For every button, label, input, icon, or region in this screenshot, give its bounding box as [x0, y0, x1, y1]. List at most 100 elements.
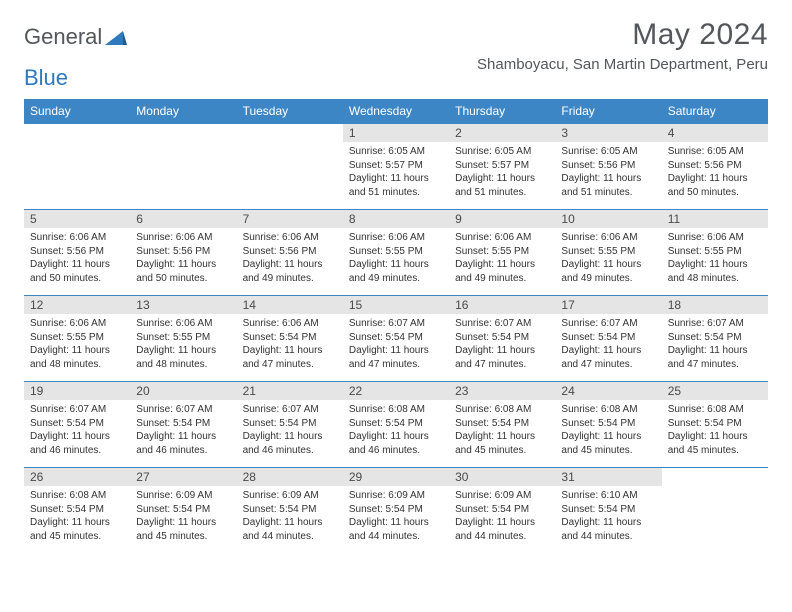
day-number: 15 — [343, 296, 449, 314]
day-number: 22 — [343, 382, 449, 400]
calendar-cell: 29Sunrise: 6:09 AMSunset: 5:54 PMDayligh… — [343, 468, 449, 554]
calendar-cell: 10Sunrise: 6:06 AMSunset: 5:55 PMDayligh… — [555, 210, 661, 296]
day-details: Sunrise: 6:09 AMSunset: 5:54 PMDaylight:… — [130, 486, 236, 547]
calendar-cell: 27Sunrise: 6:09 AMSunset: 5:54 PMDayligh… — [130, 468, 236, 554]
location-text: Shamboyacu, San Martin Department, Peru — [477, 56, 768, 73]
day-details: Sunrise: 6:08 AMSunset: 5:54 PMDaylight:… — [343, 400, 449, 461]
day-number: 2 — [449, 124, 555, 142]
day-number: 30 — [449, 468, 555, 486]
calendar-week-row: 26Sunrise: 6:08 AMSunset: 5:54 PMDayligh… — [24, 468, 768, 554]
calendar-cell: 13Sunrise: 6:06 AMSunset: 5:55 PMDayligh… — [130, 296, 236, 382]
day-number: 10 — [555, 210, 661, 228]
calendar-cell: 7Sunrise: 6:06 AMSunset: 5:56 PMDaylight… — [237, 210, 343, 296]
weekday-header: Saturday — [662, 99, 768, 124]
day-number: 8 — [343, 210, 449, 228]
day-number: 28 — [237, 468, 343, 486]
day-details: Sunrise: 6:06 AMSunset: 5:55 PMDaylight:… — [24, 314, 130, 375]
day-number: 11 — [662, 210, 768, 228]
day-number: 3 — [555, 124, 661, 142]
day-number: 16 — [449, 296, 555, 314]
day-details: Sunrise: 6:08 AMSunset: 5:54 PMDaylight:… — [662, 400, 768, 461]
calendar-cell — [662, 468, 768, 554]
day-details: Sunrise: 6:06 AMSunset: 5:55 PMDaylight:… — [343, 228, 449, 289]
day-number: 19 — [24, 382, 130, 400]
day-number: 4 — [662, 124, 768, 142]
day-details: Sunrise: 6:06 AMSunset: 5:55 PMDaylight:… — [662, 228, 768, 289]
calendar-cell: 1Sunrise: 6:05 AMSunset: 5:57 PMDaylight… — [343, 124, 449, 210]
day-number: 27 — [130, 468, 236, 486]
calendar-cell: 8Sunrise: 6:06 AMSunset: 5:55 PMDaylight… — [343, 210, 449, 296]
day-details: Sunrise: 6:06 AMSunset: 5:56 PMDaylight:… — [130, 228, 236, 289]
weekday-header: Wednesday — [343, 99, 449, 124]
day-details: Sunrise: 6:06 AMSunset: 5:54 PMDaylight:… — [237, 314, 343, 375]
day-details: Sunrise: 6:08 AMSunset: 5:54 PMDaylight:… — [24, 486, 130, 547]
calendar-cell — [130, 124, 236, 210]
weekday-header: Tuesday — [237, 99, 343, 124]
day-details: Sunrise: 6:09 AMSunset: 5:54 PMDaylight:… — [237, 486, 343, 547]
weekday-header: Sunday — [24, 99, 130, 124]
calendar-cell: 30Sunrise: 6:09 AMSunset: 5:54 PMDayligh… — [449, 468, 555, 554]
day-details: Sunrise: 6:07 AMSunset: 5:54 PMDaylight:… — [130, 400, 236, 461]
day-details: Sunrise: 6:05 AMSunset: 5:56 PMDaylight:… — [662, 142, 768, 203]
day-number: 29 — [343, 468, 449, 486]
calendar-cell: 23Sunrise: 6:08 AMSunset: 5:54 PMDayligh… — [449, 382, 555, 468]
day-number: 7 — [237, 210, 343, 228]
day-number: 14 — [237, 296, 343, 314]
calendar-cell: 31Sunrise: 6:10 AMSunset: 5:54 PMDayligh… — [555, 468, 661, 554]
calendar-cell: 3Sunrise: 6:05 AMSunset: 5:56 PMDaylight… — [555, 124, 661, 210]
day-number: 20 — [130, 382, 236, 400]
day-details: Sunrise: 6:07 AMSunset: 5:54 PMDaylight:… — [237, 400, 343, 461]
calendar-cell: 5Sunrise: 6:06 AMSunset: 5:56 PMDaylight… — [24, 210, 130, 296]
day-details: Sunrise: 6:09 AMSunset: 5:54 PMDaylight:… — [449, 486, 555, 547]
calendar-week-row: 5Sunrise: 6:06 AMSunset: 5:56 PMDaylight… — [24, 210, 768, 296]
day-number: 17 — [555, 296, 661, 314]
day-number: 31 — [555, 468, 661, 486]
day-details: Sunrise: 6:06 AMSunset: 5:55 PMDaylight:… — [449, 228, 555, 289]
day-details: Sunrise: 6:09 AMSunset: 5:54 PMDaylight:… — [343, 486, 449, 547]
calendar-cell: 22Sunrise: 6:08 AMSunset: 5:54 PMDayligh… — [343, 382, 449, 468]
calendar-cell: 20Sunrise: 6:07 AMSunset: 5:54 PMDayligh… — [130, 382, 236, 468]
month-title: May 2024 — [477, 18, 768, 52]
calendar-cell: 25Sunrise: 6:08 AMSunset: 5:54 PMDayligh… — [662, 382, 768, 468]
calendar-cell: 26Sunrise: 6:08 AMSunset: 5:54 PMDayligh… — [24, 468, 130, 554]
calendar-cell: 18Sunrise: 6:07 AMSunset: 5:54 PMDayligh… — [662, 296, 768, 382]
calendar-week-row: 12Sunrise: 6:06 AMSunset: 5:55 PMDayligh… — [24, 296, 768, 382]
calendar-cell: 9Sunrise: 6:06 AMSunset: 5:55 PMDaylight… — [449, 210, 555, 296]
day-number: 24 — [555, 382, 661, 400]
calendar-cell: 24Sunrise: 6:08 AMSunset: 5:54 PMDayligh… — [555, 382, 661, 468]
weekday-header: Monday — [130, 99, 236, 124]
calendar-table: SundayMondayTuesdayWednesdayThursdayFrid… — [24, 99, 768, 554]
day-number: 25 — [662, 382, 768, 400]
day-details: Sunrise: 6:06 AMSunset: 5:55 PMDaylight:… — [130, 314, 236, 375]
calendar-cell: 4Sunrise: 6:05 AMSunset: 5:56 PMDaylight… — [662, 124, 768, 210]
day-details: Sunrise: 6:10 AMSunset: 5:54 PMDaylight:… — [555, 486, 661, 547]
calendar-cell: 19Sunrise: 6:07 AMSunset: 5:54 PMDayligh… — [24, 382, 130, 468]
day-number: 9 — [449, 210, 555, 228]
day-number: 6 — [130, 210, 236, 228]
day-details: Sunrise: 6:05 AMSunset: 5:56 PMDaylight:… — [555, 142, 661, 203]
calendar-week-row: 19Sunrise: 6:07 AMSunset: 5:54 PMDayligh… — [24, 382, 768, 468]
logo-text-2: Blue — [24, 65, 68, 91]
day-number: 5 — [24, 210, 130, 228]
day-details: Sunrise: 6:05 AMSunset: 5:57 PMDaylight:… — [343, 142, 449, 203]
day-number: 26 — [24, 468, 130, 486]
calendar-cell: 12Sunrise: 6:06 AMSunset: 5:55 PMDayligh… — [24, 296, 130, 382]
day-number: 21 — [237, 382, 343, 400]
calendar-cell — [24, 124, 130, 210]
calendar-cell: 14Sunrise: 6:06 AMSunset: 5:54 PMDayligh… — [237, 296, 343, 382]
calendar-cell: 17Sunrise: 6:07 AMSunset: 5:54 PMDayligh… — [555, 296, 661, 382]
day-details: Sunrise: 6:07 AMSunset: 5:54 PMDaylight:… — [662, 314, 768, 375]
calendar-cell: 21Sunrise: 6:07 AMSunset: 5:54 PMDayligh… — [237, 382, 343, 468]
day-number: 13 — [130, 296, 236, 314]
day-number: 12 — [24, 296, 130, 314]
day-number: 1 — [343, 124, 449, 142]
day-details: Sunrise: 6:08 AMSunset: 5:54 PMDaylight:… — [449, 400, 555, 461]
day-details: Sunrise: 6:07 AMSunset: 5:54 PMDaylight:… — [24, 400, 130, 461]
calendar-cell — [237, 124, 343, 210]
logo: General — [24, 18, 127, 50]
calendar-cell: 28Sunrise: 6:09 AMSunset: 5:54 PMDayligh… — [237, 468, 343, 554]
logo-text-1: General — [24, 24, 102, 50]
day-number: 18 — [662, 296, 768, 314]
calendar-cell: 2Sunrise: 6:05 AMSunset: 5:57 PMDaylight… — [449, 124, 555, 210]
day-details: Sunrise: 6:07 AMSunset: 5:54 PMDaylight:… — [555, 314, 661, 375]
